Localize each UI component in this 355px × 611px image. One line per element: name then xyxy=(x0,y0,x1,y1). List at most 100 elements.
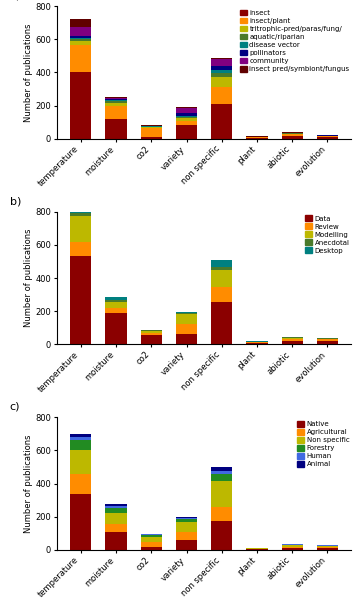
Bar xyxy=(105,100,127,101)
Bar xyxy=(70,45,91,73)
Legend: Native, Agricultural, Non specific, Forestry, Human, Animal: Native, Agricultural, Non specific, Fore… xyxy=(296,419,351,469)
Bar xyxy=(105,302,127,308)
Legend: insect, insect/plant, tritrophic-pred/paras/fung/, aquatic/riparian, disease vec: insect, insect/plant, tritrophic-pred/pa… xyxy=(239,9,351,73)
Bar xyxy=(141,137,162,139)
Bar xyxy=(141,127,162,128)
Bar xyxy=(211,302,232,345)
Bar xyxy=(70,37,91,38)
Bar xyxy=(176,313,197,324)
Bar xyxy=(282,136,303,139)
Bar xyxy=(70,216,91,241)
Bar xyxy=(282,339,303,341)
Bar xyxy=(211,73,232,78)
Bar xyxy=(176,120,197,125)
Bar xyxy=(176,324,197,334)
Bar xyxy=(141,331,162,333)
Bar xyxy=(70,42,91,45)
Bar xyxy=(317,341,338,345)
Bar xyxy=(176,334,197,345)
Bar xyxy=(317,137,338,139)
Bar xyxy=(105,297,127,300)
Bar xyxy=(176,518,197,519)
Bar xyxy=(176,540,197,550)
Text: a): a) xyxy=(10,0,21,1)
Bar xyxy=(105,103,127,106)
Bar xyxy=(70,434,91,437)
Bar xyxy=(176,113,197,116)
Bar xyxy=(282,134,303,136)
Bar xyxy=(282,548,303,550)
Bar xyxy=(211,287,232,302)
Bar xyxy=(141,128,162,137)
Bar xyxy=(70,241,91,257)
Bar xyxy=(70,27,91,37)
Bar xyxy=(141,541,162,547)
Bar xyxy=(105,308,127,313)
Bar xyxy=(105,532,127,550)
Y-axis label: Number of publications: Number of publications xyxy=(23,23,33,122)
Y-axis label: Number of publications: Number of publications xyxy=(23,229,33,327)
Bar xyxy=(211,57,232,59)
Bar xyxy=(141,329,162,331)
Bar xyxy=(246,343,268,345)
Bar xyxy=(105,513,127,524)
Bar xyxy=(317,136,338,137)
Bar xyxy=(141,533,162,535)
Bar xyxy=(176,522,197,533)
Bar xyxy=(211,475,232,481)
Bar xyxy=(176,116,197,117)
Bar xyxy=(211,78,232,87)
Bar xyxy=(317,339,338,341)
Bar xyxy=(105,98,127,99)
Bar xyxy=(211,269,232,287)
Bar xyxy=(105,508,127,513)
Bar xyxy=(105,507,127,508)
Bar xyxy=(70,38,91,40)
Bar xyxy=(70,450,91,475)
Bar xyxy=(176,312,197,313)
Bar xyxy=(246,138,268,139)
Bar xyxy=(317,548,338,550)
Bar xyxy=(211,507,232,521)
Bar xyxy=(176,519,197,522)
Text: c): c) xyxy=(10,402,20,412)
Bar xyxy=(141,547,162,550)
Bar xyxy=(317,546,338,547)
Bar xyxy=(70,437,91,441)
Y-axis label: Number of publications: Number of publications xyxy=(23,434,33,533)
Bar xyxy=(70,73,91,139)
Bar xyxy=(70,441,91,450)
Bar xyxy=(141,333,162,335)
Bar xyxy=(282,547,303,548)
Bar xyxy=(211,87,232,104)
Bar xyxy=(176,517,197,518)
Bar xyxy=(141,335,162,345)
Bar xyxy=(70,208,91,213)
Bar xyxy=(70,213,91,216)
Legend: Data, Review, Modelling, Anecdotal, Desktop: Data, Review, Modelling, Anecdotal, Desk… xyxy=(304,214,351,255)
Bar xyxy=(70,257,91,345)
Bar xyxy=(176,108,197,113)
Bar xyxy=(105,313,127,345)
Bar xyxy=(70,40,91,42)
Bar xyxy=(70,475,91,494)
Bar xyxy=(176,117,197,118)
Bar xyxy=(211,481,232,507)
Text: b): b) xyxy=(10,196,21,207)
Bar xyxy=(105,99,127,100)
Bar xyxy=(141,125,162,126)
Bar xyxy=(246,549,268,550)
Bar xyxy=(105,505,127,507)
Bar xyxy=(282,545,303,547)
Bar xyxy=(211,70,232,73)
Bar xyxy=(211,467,232,471)
Bar xyxy=(211,521,232,550)
Bar xyxy=(105,97,127,98)
Bar xyxy=(105,524,127,532)
Bar xyxy=(211,104,232,139)
Bar xyxy=(176,125,197,139)
Bar xyxy=(176,533,197,540)
Bar xyxy=(282,338,303,339)
Bar xyxy=(317,338,338,339)
Bar xyxy=(70,494,91,550)
